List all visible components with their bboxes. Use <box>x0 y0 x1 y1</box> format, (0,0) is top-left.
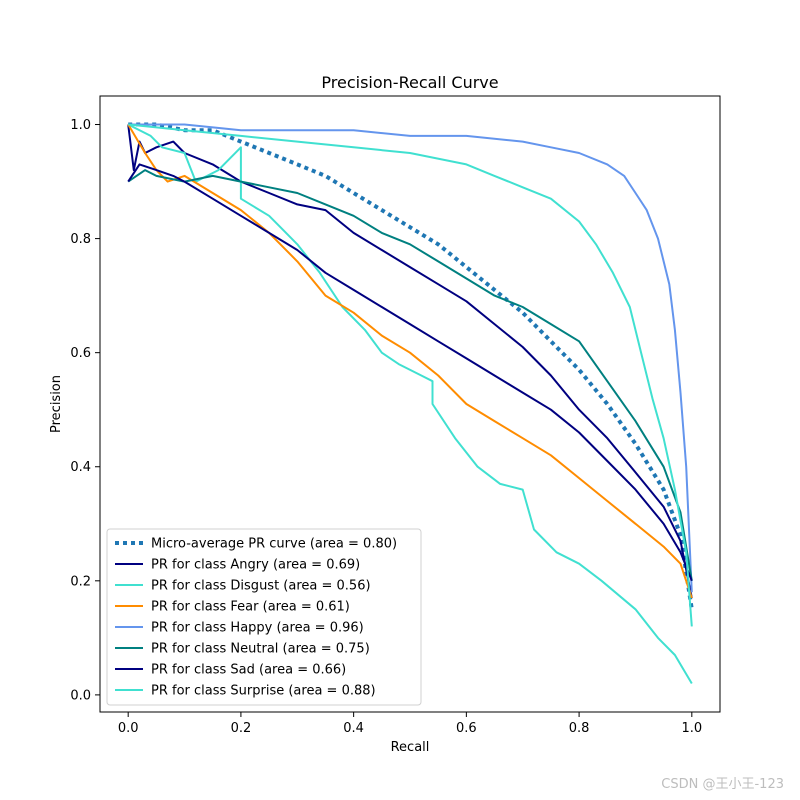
chart-title: Precision-Recall Curve <box>321 73 498 92</box>
y-tick-label: 0.8 <box>70 232 91 247</box>
legend-entry: Micro-average PR curve (area = 0.80) <box>151 537 397 552</box>
y-tick-label: 0.4 <box>70 460 91 475</box>
series-line-4 <box>128 123 693 593</box>
y-tick-label: 1.0 <box>70 118 91 133</box>
series-line-3 <box>127 123 693 599</box>
legend-entry: PR for class Angry (area = 0.69) <box>151 558 360 573</box>
legend-entry: PR for class Happy (area = 0.96) <box>151 621 364 636</box>
x-tick-label: 0.4 <box>343 721 364 736</box>
x-tick-label: 0.2 <box>231 721 252 736</box>
series-line-5 <box>127 169 693 581</box>
x-tick-label: 1.0 <box>681 721 702 736</box>
y-axis: 0.0 0.2 0.4 0.6 0.8 1.0 <box>70 118 100 703</box>
series-line-1 <box>127 124 693 599</box>
x-tick-label: 0.6 <box>456 721 477 736</box>
x-tick-label: 0.8 <box>569 721 590 736</box>
legend-entry: PR for class Sad (area = 0.66) <box>151 663 346 678</box>
y-tick-label: 0.0 <box>70 688 91 703</box>
series-layer <box>127 122 694 685</box>
series-line-2 <box>127 123 693 685</box>
y-tick-label: 0.2 <box>70 574 91 589</box>
series-line-6 <box>127 163 693 582</box>
legend-entry: PR for class Fear (area = 0.61) <box>151 600 350 615</box>
legend-entry: PR for class Disgust (area = 0.56) <box>151 579 371 594</box>
y-axis-label: Precision <box>49 375 64 433</box>
x-tick-label: 0.0 <box>118 721 139 736</box>
legend-entry: PR for class Neutral (area = 0.75) <box>151 642 370 657</box>
legend: Micro-average PR curve (area = 0.80) PR f… <box>106 528 422 706</box>
y-tick-label: 0.6 <box>70 346 91 361</box>
legend-entry: PR for class Surprise (area = 0.88) <box>151 684 376 699</box>
series-line-0 <box>128 122 694 610</box>
legend-box <box>106 528 422 706</box>
x-axis: 0.0 0.2 0.4 0.6 0.8 1.0 <box>118 712 702 736</box>
x-axis-label: Recall <box>391 740 430 755</box>
plot-frame <box>99 95 721 713</box>
watermark-text: CSDN @王小王-123 <box>661 777 784 792</box>
series-line-7 <box>128 123 693 627</box>
